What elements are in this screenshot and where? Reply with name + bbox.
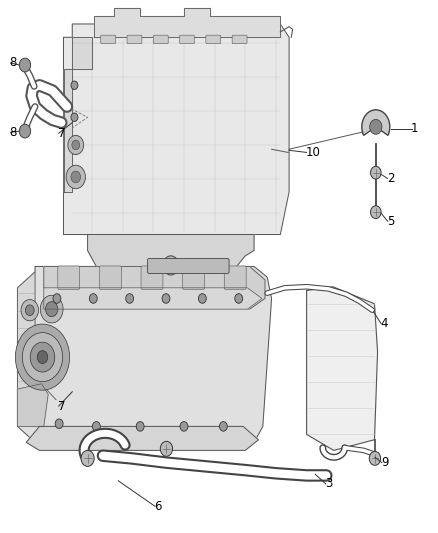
Circle shape bbox=[71, 171, 81, 183]
FancyBboxPatch shape bbox=[183, 266, 205, 289]
Circle shape bbox=[66, 165, 85, 189]
Polygon shape bbox=[18, 272, 35, 426]
Circle shape bbox=[22, 333, 63, 382]
FancyBboxPatch shape bbox=[58, 266, 80, 289]
FancyBboxPatch shape bbox=[232, 35, 247, 44]
Polygon shape bbox=[88, 235, 254, 266]
Circle shape bbox=[89, 294, 97, 303]
FancyBboxPatch shape bbox=[101, 35, 116, 44]
Circle shape bbox=[53, 294, 61, 303]
Circle shape bbox=[68, 135, 84, 155]
Circle shape bbox=[81, 450, 94, 466]
Circle shape bbox=[46, 302, 58, 317]
Polygon shape bbox=[64, 37, 92, 192]
Circle shape bbox=[235, 294, 243, 303]
Circle shape bbox=[180, 422, 188, 431]
Wedge shape bbox=[362, 110, 390, 135]
Polygon shape bbox=[94, 8, 280, 37]
Circle shape bbox=[72, 140, 80, 150]
Text: 1: 1 bbox=[411, 123, 418, 135]
Text: 7: 7 bbox=[58, 127, 65, 140]
Text: 8: 8 bbox=[10, 126, 17, 139]
Circle shape bbox=[71, 145, 78, 154]
Circle shape bbox=[21, 300, 39, 321]
Polygon shape bbox=[26, 426, 258, 450]
FancyBboxPatch shape bbox=[148, 259, 229, 273]
Text: 9: 9 bbox=[381, 456, 389, 469]
FancyBboxPatch shape bbox=[224, 266, 246, 289]
Circle shape bbox=[25, 305, 34, 316]
Polygon shape bbox=[18, 266, 272, 442]
Text: 4: 4 bbox=[380, 317, 388, 330]
FancyBboxPatch shape bbox=[153, 35, 168, 44]
Text: 2: 2 bbox=[387, 172, 394, 185]
Circle shape bbox=[71, 113, 78, 122]
FancyBboxPatch shape bbox=[141, 266, 163, 289]
Circle shape bbox=[371, 166, 381, 179]
Polygon shape bbox=[307, 287, 378, 450]
Circle shape bbox=[71, 81, 78, 90]
Circle shape bbox=[162, 294, 170, 303]
Circle shape bbox=[37, 351, 48, 364]
Circle shape bbox=[55, 419, 63, 429]
Circle shape bbox=[92, 422, 100, 431]
Circle shape bbox=[15, 324, 70, 390]
Circle shape bbox=[219, 422, 227, 431]
Text: 3: 3 bbox=[325, 478, 332, 490]
Circle shape bbox=[19, 124, 31, 138]
Circle shape bbox=[30, 342, 55, 372]
FancyBboxPatch shape bbox=[99, 266, 121, 289]
Text: 6: 6 bbox=[154, 500, 162, 513]
Polygon shape bbox=[18, 384, 48, 426]
Circle shape bbox=[198, 294, 206, 303]
Circle shape bbox=[136, 422, 144, 431]
FancyBboxPatch shape bbox=[180, 35, 194, 44]
Circle shape bbox=[19, 58, 31, 72]
FancyBboxPatch shape bbox=[206, 35, 221, 44]
FancyBboxPatch shape bbox=[127, 35, 142, 44]
Polygon shape bbox=[64, 24, 289, 235]
Circle shape bbox=[163, 256, 179, 275]
Circle shape bbox=[126, 294, 134, 303]
Circle shape bbox=[371, 206, 381, 219]
Polygon shape bbox=[44, 288, 262, 309]
Text: 10: 10 bbox=[306, 146, 321, 159]
Circle shape bbox=[370, 119, 382, 134]
Text: 7: 7 bbox=[58, 400, 65, 413]
Circle shape bbox=[160, 441, 173, 456]
Polygon shape bbox=[44, 266, 265, 309]
Circle shape bbox=[40, 295, 63, 323]
Text: 5: 5 bbox=[387, 215, 394, 228]
Circle shape bbox=[71, 177, 78, 185]
Circle shape bbox=[369, 451, 381, 465]
Text: 8: 8 bbox=[10, 56, 17, 69]
